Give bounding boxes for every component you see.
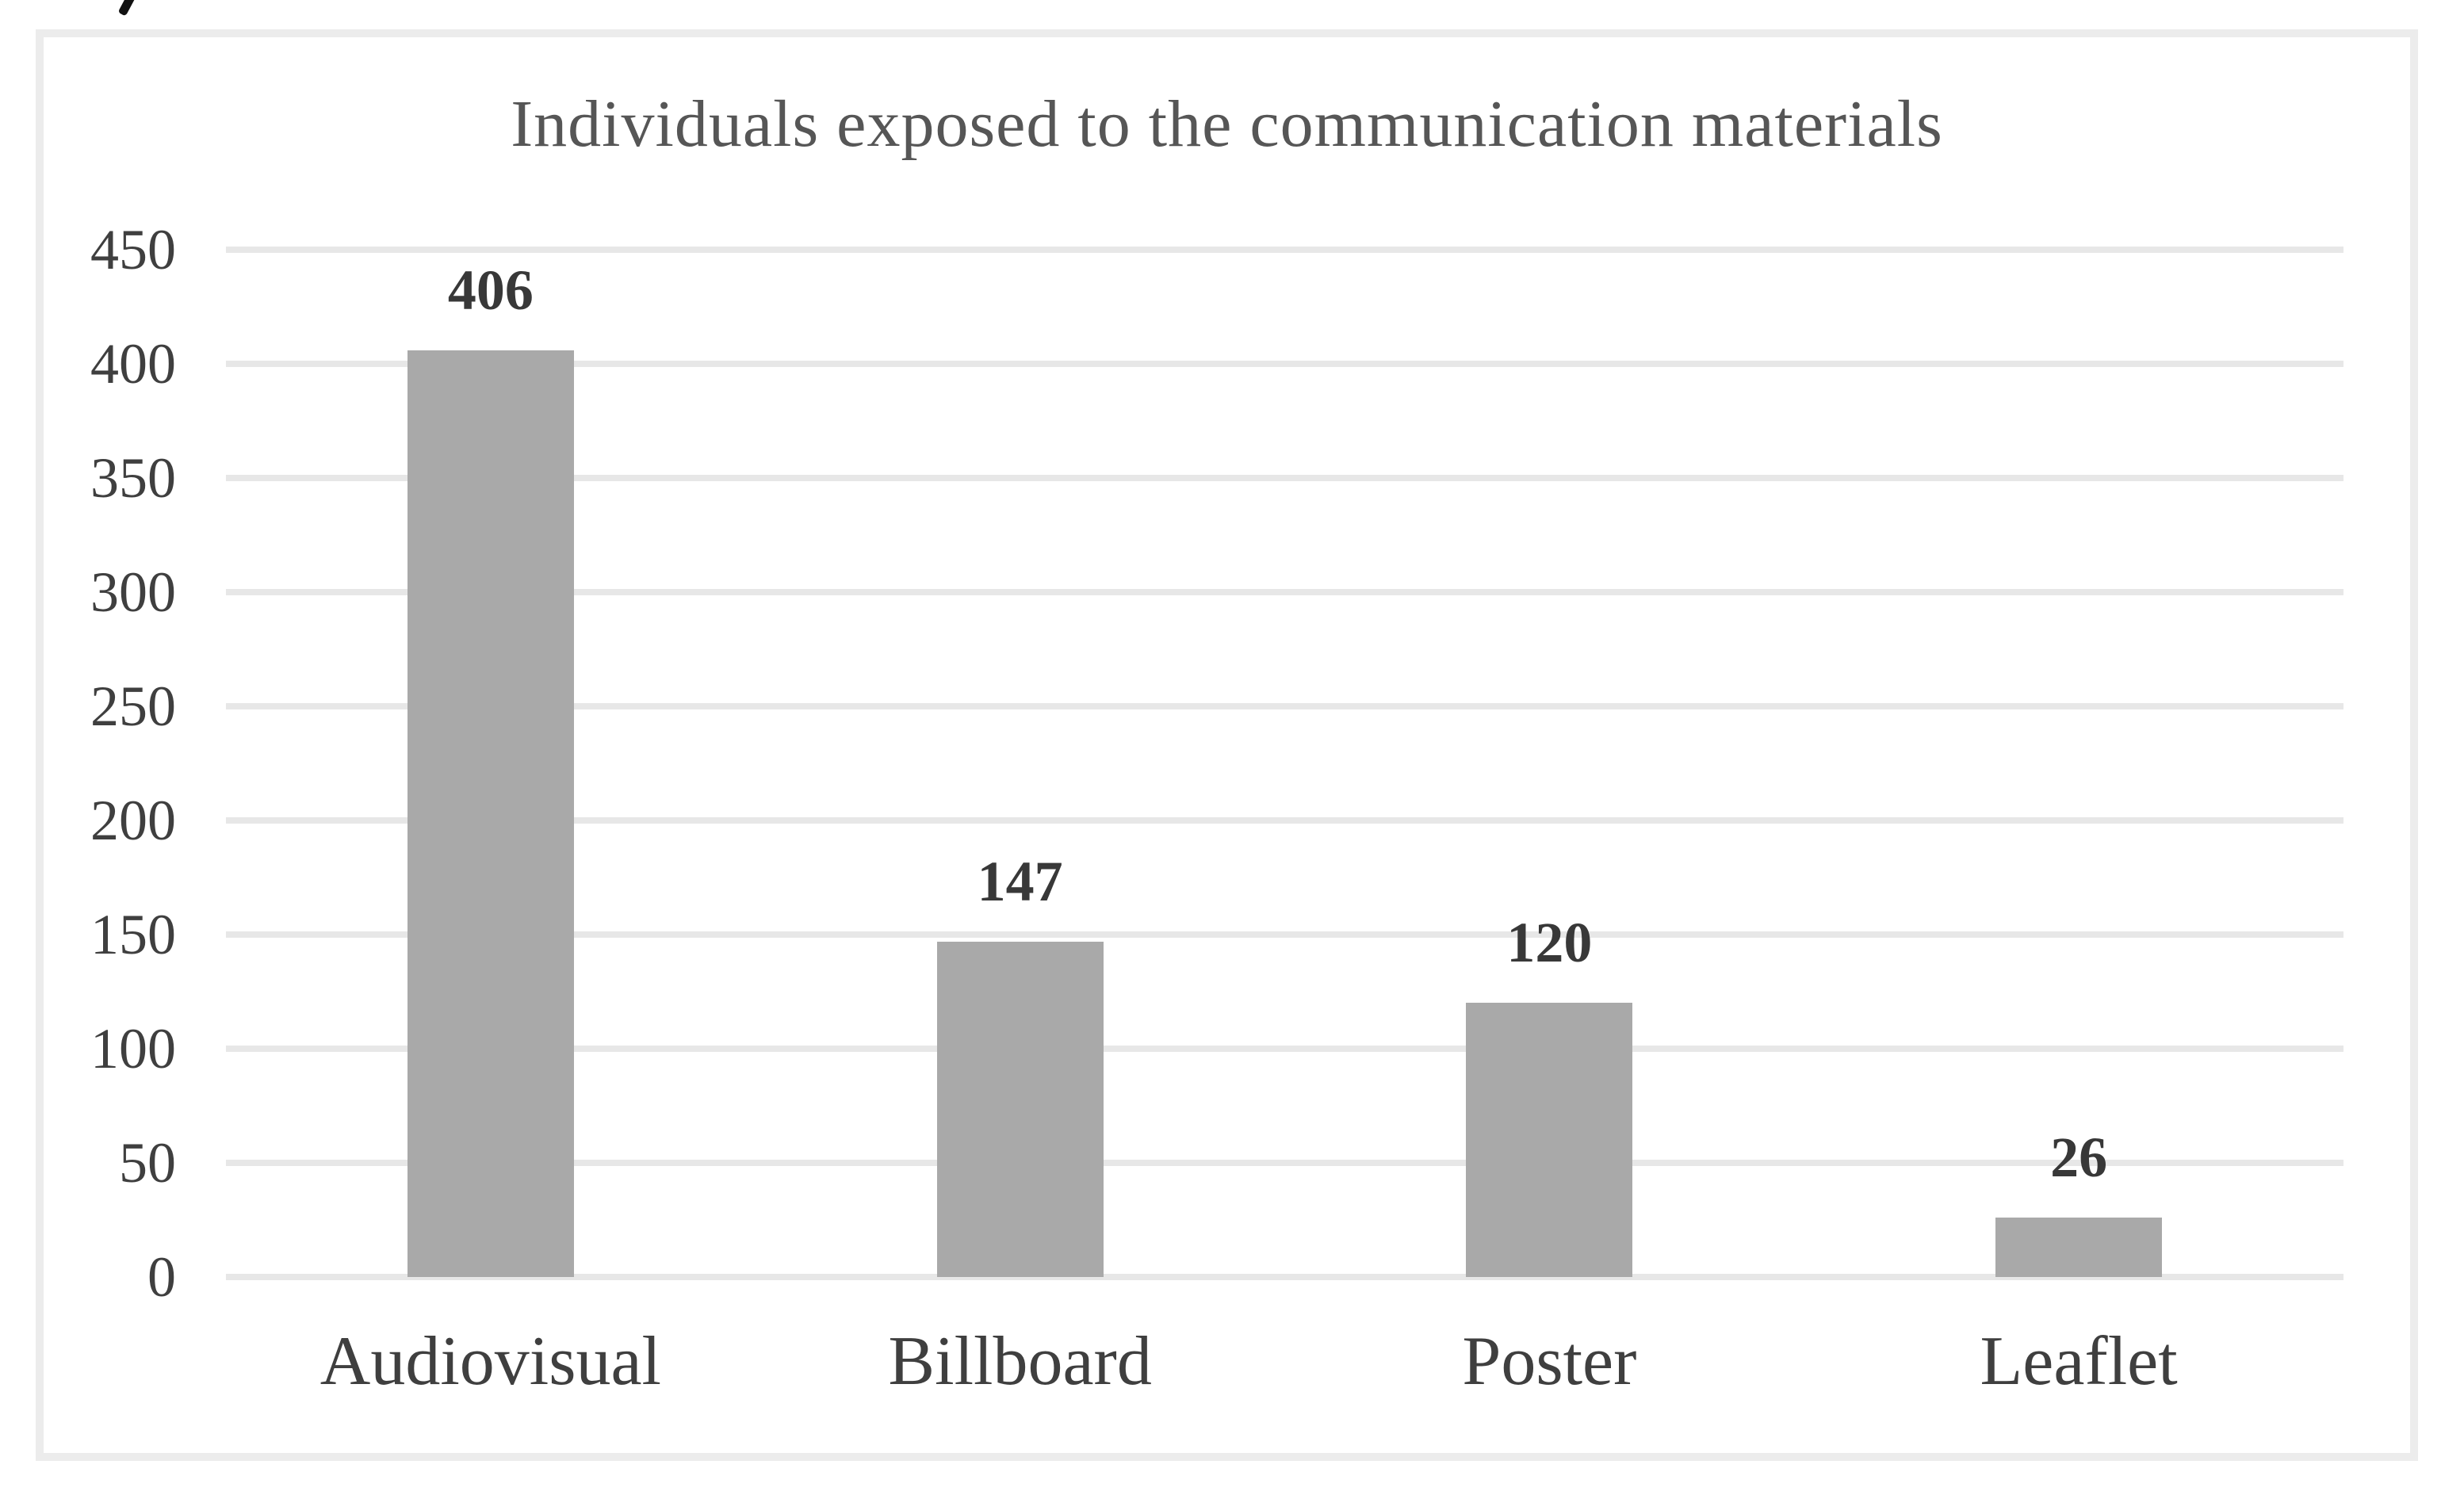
x-tick-label-poster: Poster bbox=[1462, 1323, 1637, 1400]
gridline-0 bbox=[226, 1274, 2343, 1280]
y-tick-label: 100 bbox=[90, 1017, 176, 1080]
y-tick-label: 350 bbox=[90, 446, 176, 510]
x-tick-label-leaflet: Leaflet bbox=[1980, 1323, 2178, 1400]
bar-leaflet bbox=[1995, 1218, 2163, 1277]
bar-poster bbox=[1466, 1003, 1633, 1277]
value-label-leaflet: 26 bbox=[2050, 1126, 2108, 1190]
gridline-150 bbox=[226, 931, 2343, 938]
gridline-400 bbox=[226, 361, 2343, 367]
x-tick-label-billboard: Billboard bbox=[888, 1323, 1152, 1400]
gridline-350 bbox=[226, 475, 2343, 481]
x-tick-label-audiovisual: Audiovisual bbox=[319, 1323, 661, 1400]
y-tick-label: 250 bbox=[90, 675, 176, 738]
gridline-100 bbox=[226, 1046, 2343, 1052]
gridline-300 bbox=[226, 589, 2343, 595]
y-tick-label: 200 bbox=[90, 789, 176, 852]
gridline-250 bbox=[226, 703, 2343, 709]
value-label-billboard: 147 bbox=[977, 849, 1063, 913]
gridline-50 bbox=[226, 1160, 2343, 1166]
value-label-audiovisual: 406 bbox=[447, 258, 534, 322]
y-tick-label: 300 bbox=[90, 560, 176, 624]
gridline-200 bbox=[226, 817, 2343, 824]
y-tick-label: 400 bbox=[90, 332, 176, 396]
chart-title: Individuals exposed to the communication… bbox=[511, 87, 1943, 161]
y-tick-label: 50 bbox=[119, 1131, 176, 1195]
y-tick-label: 0 bbox=[147, 1245, 176, 1309]
bar-billboard bbox=[936, 941, 1104, 1277]
figure-label-fragment bbox=[117, 0, 139, 17]
value-label-poster: 120 bbox=[1506, 911, 1593, 975]
bar-audiovisual bbox=[407, 350, 574, 1277]
gridline-450 bbox=[226, 247, 2343, 253]
y-tick-label: 150 bbox=[90, 903, 176, 966]
plot-area bbox=[226, 247, 2343, 1280]
y-tick-label: 450 bbox=[90, 218, 176, 281]
